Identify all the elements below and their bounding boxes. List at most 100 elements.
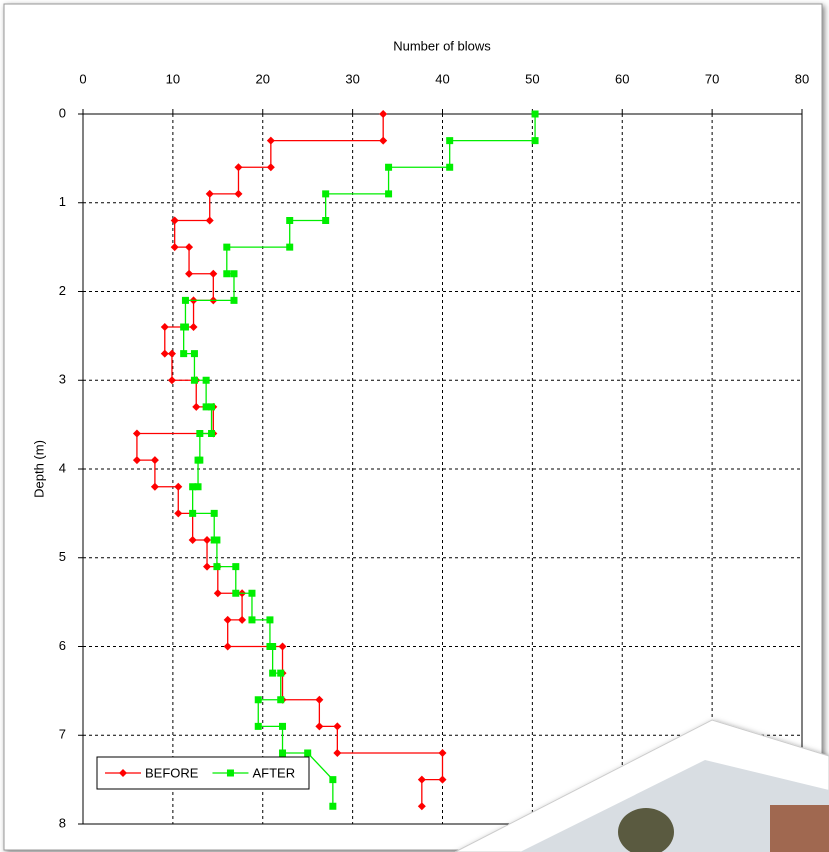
- marker: [205, 216, 214, 225]
- marker: [192, 402, 201, 411]
- marker: [181, 296, 189, 304]
- y-axis-title: Depth (m): [31, 440, 46, 498]
- marker: [209, 269, 218, 278]
- y-tick-label: 4: [59, 460, 66, 475]
- marker: [333, 722, 342, 731]
- marker: [248, 616, 256, 624]
- marker: [254, 722, 262, 730]
- marker: [213, 536, 221, 544]
- marker: [333, 749, 342, 757]
- marker: [189, 483, 197, 491]
- marker: [266, 163, 275, 172]
- photo-tree: [618, 808, 674, 852]
- marker: [223, 243, 231, 251]
- marker: [196, 430, 204, 437]
- marker: [277, 669, 285, 677]
- marker: [202, 376, 210, 384]
- marker: [315, 695, 324, 704]
- marker: [329, 776, 337, 784]
- marker: [322, 217, 330, 224]
- marker: [234, 189, 243, 198]
- x-tick-label: 40: [435, 71, 449, 86]
- marker: [417, 802, 426, 811]
- marker: [379, 110, 388, 118]
- marker: [385, 163, 393, 171]
- y-tick-label: 2: [59, 283, 66, 298]
- marker: [248, 589, 256, 597]
- y-tick-label: 3: [59, 372, 66, 387]
- legend: BEFORE AFTER: [96, 756, 310, 790]
- y-tick-label: 0: [59, 105, 66, 120]
- marker: [170, 243, 179, 252]
- marker: [213, 563, 221, 571]
- marker: [167, 349, 176, 358]
- marker: [277, 696, 285, 704]
- marker: [194, 456, 202, 464]
- marker: [266, 136, 275, 145]
- marker: [446, 163, 454, 171]
- marker: [269, 643, 277, 650]
- y-tick-label: 1: [59, 194, 66, 209]
- legend-label: BEFORE: [145, 765, 199, 780]
- marker: [322, 190, 330, 198]
- marker: [417, 775, 426, 784]
- marker: [160, 349, 169, 358]
- marker: [238, 615, 247, 624]
- x-tick-label: 60: [615, 71, 629, 86]
- marker: [190, 350, 198, 358]
- marker: [223, 642, 232, 651]
- marker: [180, 350, 188, 358]
- marker: [438, 775, 447, 784]
- marker: [329, 802, 337, 810]
- marker: [223, 615, 232, 624]
- marker: [254, 696, 262, 704]
- marker: [286, 243, 294, 251]
- marker: [531, 137, 539, 145]
- x-axis-title: Number of blows: [393, 38, 491, 53]
- marker: [203, 562, 212, 571]
- legend-box: [96, 756, 310, 790]
- plot: 0 10 20 30 40 50 60 70 80 0 1 2 3 4 5 6 7 8 BEFORE AFTER: [59, 71, 809, 830]
- legend-label: AFTER: [252, 765, 295, 780]
- legend-marker: [226, 769, 234, 777]
- marker: [315, 722, 324, 731]
- y-tick-label: 8: [59, 815, 66, 830]
- marker: [446, 137, 454, 145]
- marker: [150, 482, 159, 491]
- frame: [3, 3, 823, 851]
- marker: [132, 429, 141, 438]
- marker: [194, 483, 202, 491]
- photo: [454, 719, 829, 852]
- marker: [208, 430, 216, 437]
- marker: [266, 616, 274, 624]
- marker: [190, 376, 198, 384]
- marker: [385, 190, 393, 198]
- marker: [278, 642, 287, 651]
- marker: [160, 323, 169, 331]
- legend-marker: [119, 769, 127, 777]
- marker: [438, 749, 447, 757]
- marker: [304, 749, 312, 757]
- marker: [232, 589, 240, 597]
- y-tick-label: 5: [59, 549, 66, 564]
- marker: [203, 536, 212, 544]
- marker: [213, 589, 222, 598]
- marker: [279, 749, 287, 757]
- marker: [132, 456, 141, 465]
- marker: [279, 722, 287, 730]
- photo-building: [770, 805, 829, 852]
- marker: [230, 270, 238, 278]
- marker: [205, 189, 214, 198]
- marker: [170, 216, 179, 225]
- marker: [232, 563, 240, 571]
- y-tick-label: 7: [59, 727, 66, 742]
- marker: [286, 217, 294, 224]
- marker: [210, 509, 218, 517]
- x-tick-label: 80: [795, 71, 809, 86]
- photo-image: [520, 760, 829, 852]
- marker: [167, 376, 176, 385]
- x-tick-label: 10: [166, 71, 180, 86]
- x-tick-label: 70: [705, 71, 719, 86]
- y-tick-label: 6: [59, 638, 66, 653]
